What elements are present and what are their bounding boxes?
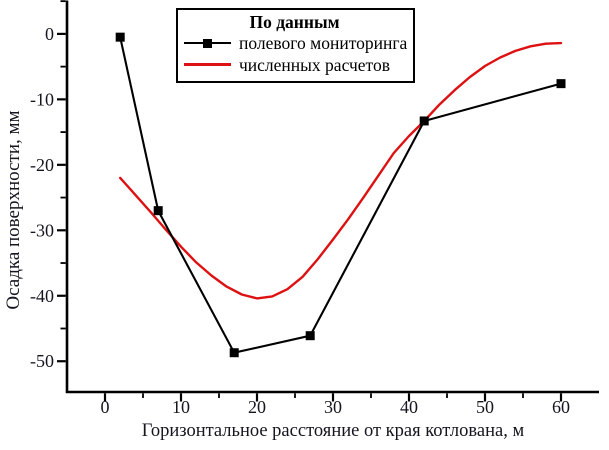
black-line-square-marker-icon bbox=[184, 36, 231, 50]
legend-box: По данным полевого мониторинга численных… bbox=[176, 8, 415, 83]
svg-text:-20: -20 bbox=[30, 155, 54, 175]
svg-text:-10: -10 bbox=[30, 89, 54, 109]
svg-text:-50: -50 bbox=[30, 351, 54, 371]
svg-text:10: 10 bbox=[172, 397, 190, 417]
svg-text:-30: -30 bbox=[30, 220, 54, 240]
y-axis-title: Осадка поверхности, мм bbox=[3, 110, 24, 310]
svg-text:50: 50 bbox=[476, 397, 494, 417]
legend-entry-monitoring: полевого мониторинга bbox=[184, 32, 408, 54]
svg-text:40: 40 bbox=[400, 397, 418, 417]
legend-line-red bbox=[184, 63, 231, 66]
svg-text:0: 0 bbox=[101, 397, 110, 417]
legend-square-marker bbox=[203, 38, 212, 48]
legend-entry-label: полевого мониторинга bbox=[239, 33, 408, 53]
legend-entry-label: численных расчетов bbox=[239, 55, 390, 75]
x-axis-title: Горизонтальное расстояние от края котлов… bbox=[141, 421, 525, 441]
legend-entry-calculations: численных расчетов bbox=[184, 54, 405, 76]
svg-text:60: 60 bbox=[552, 397, 570, 417]
svg-text:30: 30 bbox=[324, 397, 342, 417]
svg-text:0: 0 bbox=[45, 24, 54, 44]
red-line-icon bbox=[184, 58, 231, 72]
legend-title: По данным bbox=[249, 12, 340, 32]
svg-text:20: 20 bbox=[248, 397, 266, 417]
svg-text:-40: -40 bbox=[30, 286, 54, 306]
